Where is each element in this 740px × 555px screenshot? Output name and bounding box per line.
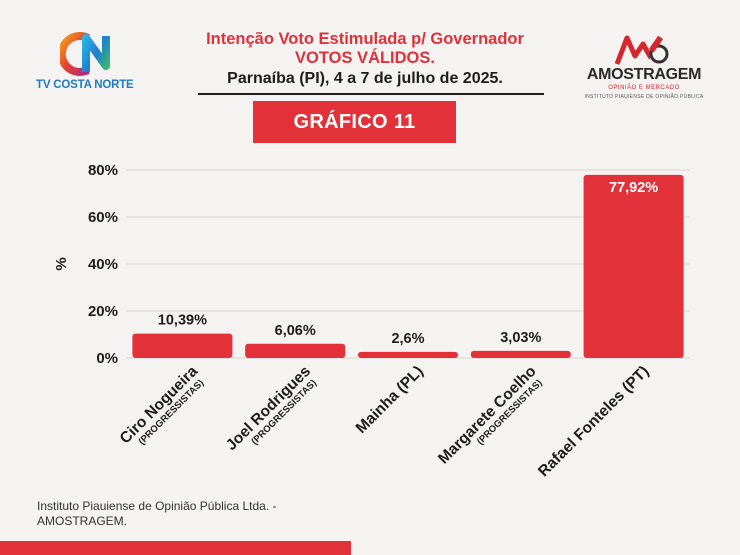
x-tick-label: Rafael Fonteles (PT) [535, 363, 652, 480]
chart-header: Intenção Voto Estimulada p/ Governador V… [160, 30, 570, 90]
bar [470, 350, 571, 358]
title-line-3: Parnaíba (PI), 4 a 7 de julho de 2025. [227, 70, 503, 87]
bottom-accent-bar [0, 541, 351, 555]
amostragem-logo-icon [614, 35, 669, 65]
x-tick-name: Mainha (PL) [353, 363, 427, 437]
amostragem-name: AMOSTRAGEM [586, 66, 702, 83]
x-tick-name: Rafael Fonteles (PT) [535, 363, 652, 480]
bar [583, 174, 684, 358]
amostragem-tagline: OPINIÃO E MERCADO [608, 85, 680, 91]
data-label: 6,06% [275, 323, 316, 339]
data-label: 3,03% [500, 330, 541, 346]
chart-number-badge: GRÁFICO 11 [253, 101, 456, 143]
y-tick-label: 80% [88, 162, 118, 179]
x-tick-name: Ciro Nogueira [117, 363, 202, 448]
amostragem-subtitle: INSTITUTO PIAUIENSE DE OPINIÃO PÚBLICA [584, 94, 704, 100]
x-tick-label: Joel Rodrigues(PROGRESSISTAS) [223, 363, 319, 454]
y-tick-label: 60% [88, 209, 118, 226]
data-label: 2,6% [391, 331, 424, 347]
x-tick-label: Ciro Nogueira(PROGRESSISTAS) [117, 363, 206, 448]
x-tick-name: Margarete Coelho [435, 363, 540, 468]
data-label: 77,92% [609, 180, 658, 196]
title-line-1: Intenção Voto Estimulada p/ Governador [206, 30, 524, 48]
title-line-2: VOTOS VÁLIDOS. [295, 49, 435, 67]
bar [358, 351, 458, 358]
cn-logo-icon [60, 32, 110, 76]
tv-costa-norte-name: TV COSTA NORTE [36, 79, 134, 91]
bar [245, 343, 346, 358]
bar [132, 333, 233, 358]
source-note: Instituto Piauiense de Opinião Pública L… [37, 499, 277, 528]
x-tick-label: Margarete Coelho(PROGRESSISTAS) [435, 363, 545, 468]
y-axis-label: % [53, 257, 70, 270]
x-tick-label: Mainha (PL) [353, 363, 427, 437]
title-underline [198, 93, 544, 95]
amostragem-logo: AMOSTRAGEM OPINIÃO E MERCADO INSTITUTO P… [583, 32, 705, 106]
y-tick-label: 20% [88, 303, 118, 320]
y-tick-label: 40% [88, 256, 118, 273]
data-label: 10,39% [158, 313, 207, 329]
tv-costa-norte-logo: TV COSTA NORTE [36, 32, 148, 96]
x-tick-name: Joel Rodrigues [223, 363, 314, 454]
y-tick-label: 0% [96, 350, 118, 367]
